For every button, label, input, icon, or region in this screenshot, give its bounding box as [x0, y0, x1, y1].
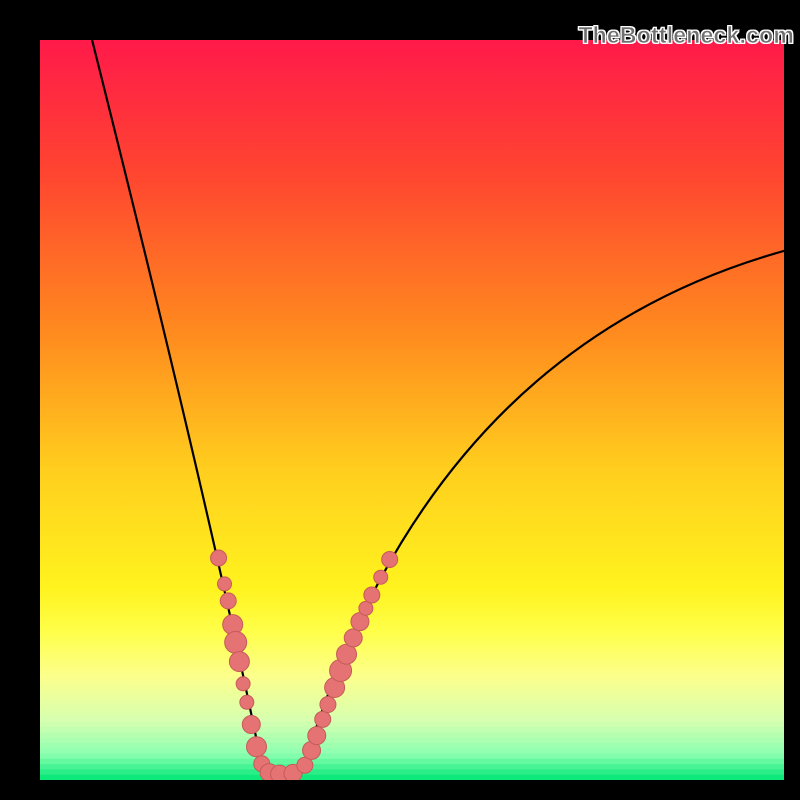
data-marker: [236, 677, 250, 691]
data-marker: [225, 631, 247, 653]
data-marker: [374, 570, 388, 584]
chart-frame: TheBottleneck.com: [0, 0, 800, 800]
v-curve-chart: [40, 40, 784, 780]
data-marker: [242, 716, 260, 734]
data-marker: [382, 551, 398, 567]
data-marker: [229, 652, 249, 672]
data-marker: [308, 727, 326, 745]
data-marker: [364, 587, 380, 603]
data-marker: [315, 711, 331, 727]
data-marker: [320, 697, 336, 713]
data-marker: [218, 577, 232, 591]
data-marker: [211, 550, 227, 566]
data-marker: [247, 737, 267, 757]
plot-area: [40, 40, 784, 780]
curve-line: [92, 40, 784, 773]
data-marker: [344, 629, 362, 647]
data-marker: [220, 593, 236, 609]
watermark-text: TheBottleneck.com: [578, 22, 794, 49]
data-marker: [240, 695, 254, 709]
